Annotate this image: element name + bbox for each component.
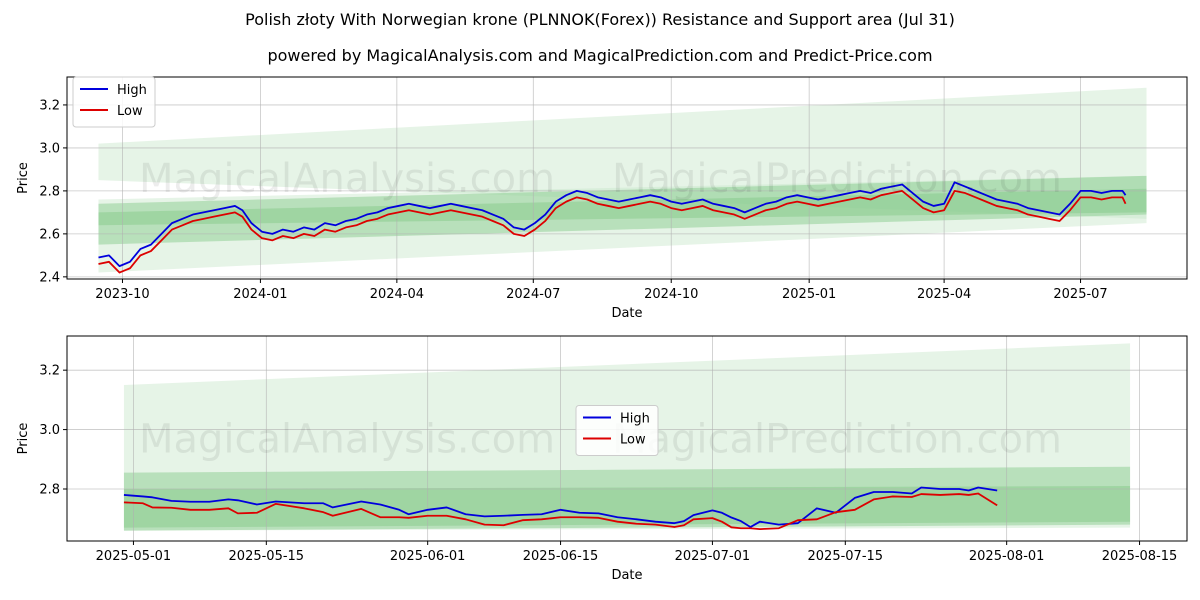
x-tick-label: 2025-01 (782, 287, 836, 302)
support-resistance-band-dark-4 (98, 188, 1147, 245)
support-resistance-band-dark-3 (123, 486, 1131, 528)
y-axis-label: Price (16, 423, 31, 455)
series-line-low (123, 492, 998, 531)
chart-title: Polish złoty With Norwegian krone (PLNNO… (245, 10, 955, 29)
y-tick-label: 2.8 (39, 483, 60, 498)
x-tick-label: 2024-07 (506, 287, 560, 302)
legend-label-high: High (117, 83, 147, 98)
y-tick-label: 3.2 (39, 364, 60, 379)
y-tick-label: 2.4 (39, 270, 60, 285)
x-tick-label: 2024-10 (644, 287, 698, 302)
x-tick-label: 2025-08-15 (1102, 549, 1178, 564)
series-line-low (98, 189, 1127, 274)
y-tick-label: 2.6 (39, 227, 60, 242)
x-tick-label: 2025-06-15 (523, 549, 599, 564)
x-axis-label: Date (611, 306, 642, 321)
plot-frame (66, 76, 1188, 280)
watermark-analysis: MagicalAnalysis.com (139, 156, 555, 202)
watermark-analysis: MagicalAnalysis.com (139, 417, 555, 463)
chart-panel-2: MagicalAnalysis.com MagicalPrediction.com… (16, 335, 1188, 583)
x-tick-label: 2025-07 (1053, 287, 1107, 302)
y-tick-label: 3.0 (39, 141, 60, 156)
series-group (123, 486, 998, 531)
support-resistance-band-light-1 (98, 87, 1147, 219)
x-tick-label: 2025-07-01 (675, 549, 751, 564)
x-axis-label: Date (611, 568, 642, 583)
chart-panel-1: MagicalAnalysis.com MagicalPrediction.com… (16, 76, 1188, 321)
series-line-high (98, 181, 1127, 268)
watermark-prediction: MagicalPrediction.com (612, 156, 1062, 202)
x-tick-label: 2023-10 (95, 287, 149, 302)
x-tick-label: 2024-04 (370, 287, 424, 302)
plot-frame (66, 335, 1188, 542)
x-tick-label: 2025-05-15 (229, 549, 305, 564)
x-tick-label: 2025-06-01 (390, 549, 466, 564)
series-line-high (123, 486, 998, 528)
watermark-prediction: MagicalPrediction.com (612, 417, 1062, 463)
support-resistance-band-light-2 (98, 175, 1147, 273)
x-tick-label: 2025-07-15 (808, 549, 884, 564)
y-tick-label: 3.0 (39, 423, 60, 438)
legend-label-high: High (620, 412, 650, 427)
x-tick-label: 2025-05-01 (96, 549, 172, 564)
x-tick-label: 2025-04 (917, 287, 971, 302)
y-axis-label: Price (16, 162, 31, 194)
legend: High Low (72, 76, 156, 128)
legend-label-low: Low (117, 104, 143, 119)
legend-label-low: Low (620, 433, 646, 448)
x-tick-label: 2025-08-01 (969, 549, 1045, 564)
y-tick-label: 2.8 (39, 184, 60, 199)
y-tick-label: 3.2 (39, 98, 60, 113)
legend: High Low (575, 405, 659, 456)
series-group (98, 181, 1127, 274)
x-tick-label: 2024-01 (233, 287, 287, 302)
chart-subtitle: powered by MagicalAnalysis.com and Magic… (267, 46, 933, 65)
